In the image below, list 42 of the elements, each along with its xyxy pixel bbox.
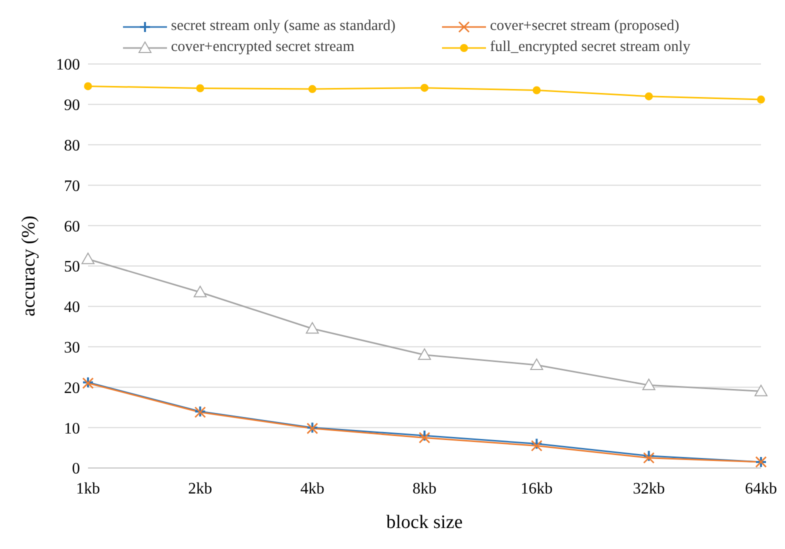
y-tick-label: 40 (64, 299, 80, 316)
point (644, 92, 653, 100)
y-tick-label: 10 (64, 420, 80, 438)
point (530, 440, 542, 452)
point (308, 85, 316, 94)
legend-label: full_encrypted secret stream only (490, 39, 690, 56)
point (757, 96, 765, 104)
legend-label: secret stream only (same as standard) (171, 18, 396, 35)
y-tick-label: 60 (64, 218, 80, 236)
point (642, 378, 656, 390)
y-axis-title: accuracy (%) (18, 216, 40, 316)
point (643, 452, 655, 464)
x-tick-label: 2kb (188, 480, 212, 498)
point (642, 450, 655, 462)
x-tick-label: 4kb (300, 480, 324, 498)
legend-label: cover+encrypted secret stream (171, 39, 354, 56)
x-tick-label: 64kb (745, 480, 777, 498)
y-tick-label: 70 (64, 178, 80, 195)
x-tick-label: 16kb (520, 480, 553, 498)
point (420, 84, 428, 92)
point (194, 286, 207, 298)
x-axis-title: block size (386, 512, 463, 533)
y-tick-label: 80 (64, 137, 80, 154)
y-tick-label: 100 (56, 56, 80, 74)
point (530, 438, 543, 450)
point (530, 358, 544, 370)
y-tick-label: 90 (64, 97, 80, 114)
y-tick-label: 50 (64, 258, 80, 276)
x-tick-label: 8kb (412, 480, 436, 498)
point (754, 384, 768, 396)
legend-label: cover+secret stream (proposed) (490, 18, 680, 35)
y-tick-label: 20 (64, 380, 80, 397)
x-tick-label: 1kb (76, 480, 100, 498)
x-tick-label: 32kb (632, 480, 665, 498)
point (84, 82, 92, 90)
y-tick-label: 30 (64, 339, 80, 356)
y-tick-label: 0 (72, 460, 80, 478)
point (532, 86, 541, 94)
point (418, 348, 431, 360)
point (196, 84, 204, 92)
point (82, 252, 94, 264)
point (306, 322, 319, 334)
